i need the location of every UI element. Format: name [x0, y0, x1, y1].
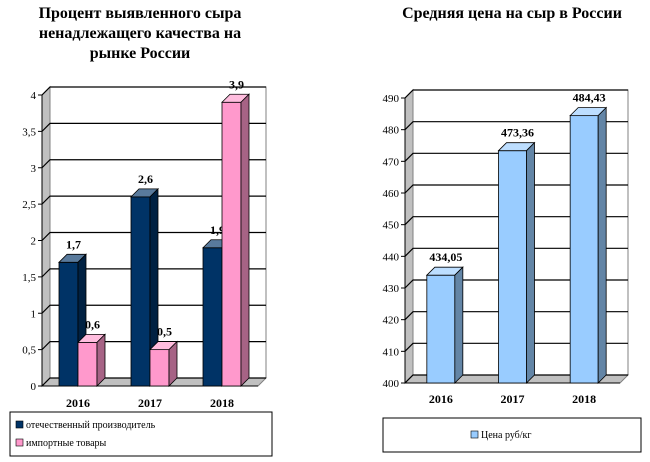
bar-side — [240, 93, 250, 387]
y-tick-label: 460 — [383, 188, 400, 200]
bar-front — [569, 115, 599, 384]
gridline — [404, 247, 628, 257]
category-label: 2016 — [429, 392, 453, 406]
gridline — [404, 121, 628, 131]
gridline — [41, 341, 266, 351]
gridline — [404, 184, 628, 194]
category-label: 2018 — [572, 392, 596, 406]
bar-front — [426, 274, 456, 384]
data-label: 1,9 — [210, 223, 225, 237]
y-tick-label: 430 — [383, 283, 400, 295]
bar-side — [168, 340, 178, 387]
y-tick-label: 450 — [383, 220, 400, 232]
chart-1: Процент выявленного сыра ненадлежащего ка… — [9, 5, 273, 457]
bar-front — [77, 341, 98, 387]
y-tick-label: 1,5 — [22, 272, 36, 284]
y-tick-label: 3,5 — [22, 126, 36, 138]
data-label: 0,5 — [157, 325, 172, 339]
data-label: 484,43 — [573, 91, 606, 105]
bar-front — [58, 261, 79, 387]
y-tick-label: 2,5 — [22, 199, 36, 211]
data-label: 2,6 — [138, 172, 153, 186]
y-tick-label: 490 — [383, 93, 400, 105]
y-tick-label: 420 — [383, 315, 400, 327]
gridline — [41, 304, 266, 314]
y-tick-label: 1 — [31, 308, 37, 320]
legend: Цена руб/кг — [382, 417, 642, 453]
gridline — [41, 159, 266, 169]
bar-2016-s2 — [77, 333, 106, 387]
bar-side — [597, 106, 607, 384]
y-tick-label: 440 — [383, 251, 400, 263]
gridline — [404, 279, 628, 289]
y-tick-label: 0 — [31, 381, 37, 393]
y-tick-label: 470 — [383, 156, 400, 168]
bar-2016-s1 — [425, 266, 464, 384]
y-tick-label: 400 — [383, 378, 400, 390]
category-label: 2017 — [501, 392, 525, 406]
legend-swatch — [470, 430, 479, 439]
y-tick-label: 3 — [31, 163, 37, 175]
legend-swatch — [15, 420, 24, 429]
data-label: 434,05 — [429, 250, 462, 264]
gridline — [41, 231, 266, 241]
gridline — [404, 152, 628, 162]
data-label: 3,9 — [229, 77, 244, 91]
data-label: 473,36 — [501, 126, 534, 140]
chart-2: Средняя цена на сыр в России 400 410 420 430… — [382, 5, 642, 453]
category-label: 2017 — [138, 396, 162, 410]
bar-2017-s1 — [497, 141, 536, 384]
bar-side — [96, 333, 106, 387]
legend-entry: импортные товары — [26, 438, 107, 449]
legend: отечественный производитель импортные тов… — [9, 411, 273, 457]
y-tick-label: 0,5 — [22, 345, 36, 357]
gridline — [41, 268, 266, 278]
gridline — [404, 342, 628, 352]
bar-front — [202, 247, 223, 387]
data-label: 1,7 — [66, 237, 81, 251]
y-tick-label: 480 — [383, 125, 400, 137]
y-tick-label: 4 — [31, 90, 37, 102]
bar-side — [454, 266, 464, 384]
category-label: 2018 — [210, 396, 234, 410]
gridline — [404, 311, 628, 321]
chart-title-line: Процент выявленного сыра — [39, 5, 242, 22]
chart-title-line: Средняя цена на сыр в России — [402, 5, 622, 22]
legend-box — [9, 411, 273, 457]
bar-front — [149, 349, 170, 387]
bar-front — [221, 101, 242, 387]
y-tick-label: 410 — [383, 346, 400, 358]
gridline — [41, 195, 266, 205]
bar-2018-s2 — [221, 93, 250, 387]
plot-side-wall — [404, 88, 414, 385]
y-tick-label: 2 — [31, 236, 37, 248]
chart-title-line: рынке России — [90, 45, 191, 62]
gridline — [404, 216, 628, 226]
category-label: 2016 — [66, 396, 90, 410]
bar-front — [130, 196, 151, 387]
legend-box — [382, 417, 642, 453]
legend-swatch — [15, 438, 24, 447]
bar-2018-s1 — [569, 106, 608, 384]
gridline — [404, 374, 628, 384]
data-label: 0,6 — [85, 317, 100, 331]
bar-2017-s2 — [149, 340, 178, 387]
gridline — [404, 89, 628, 99]
bar-front — [498, 150, 527, 384]
legend-entry: Цена руб/кг — [481, 430, 532, 441]
bar-side — [526, 141, 535, 384]
gridline — [41, 122, 266, 132]
legend-entry: отечественный производитель — [26, 420, 156, 431]
gridline — [41, 86, 266, 96]
chart-title-line: ненадлежащего качества на — [39, 25, 241, 42]
gridline — [41, 377, 266, 387]
